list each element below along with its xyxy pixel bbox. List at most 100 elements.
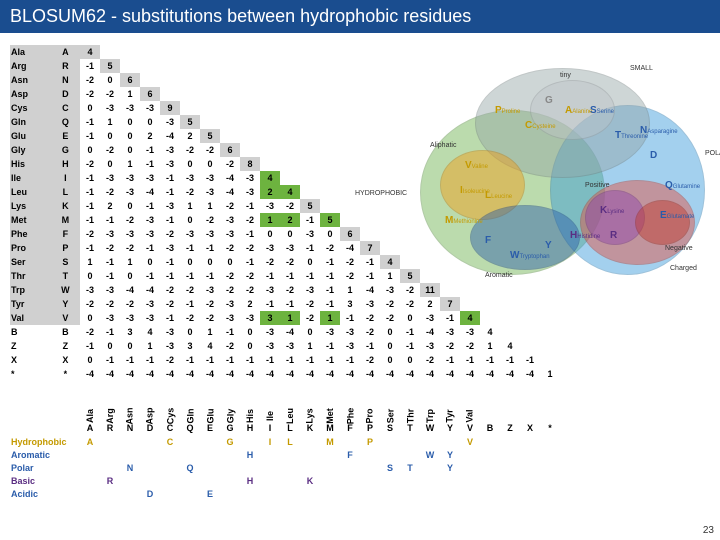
row-name: Asn bbox=[10, 73, 51, 87]
matrix-cell: -4 bbox=[380, 367, 400, 381]
venn-circle-negative bbox=[635, 200, 690, 245]
matrix-cell: -2 bbox=[220, 157, 240, 171]
matrix-cell: -2 bbox=[100, 241, 120, 255]
matrix-cell: 0 bbox=[80, 101, 100, 115]
matrix-cell: -2 bbox=[220, 283, 240, 297]
category-cell: Y bbox=[440, 461, 460, 474]
matrix-cell: -1 bbox=[360, 339, 380, 353]
matrix-cell: -3 bbox=[140, 101, 160, 115]
category-cell bbox=[400, 487, 420, 500]
matrix-cell: -2 bbox=[200, 213, 220, 227]
matrix-cell: 5 bbox=[100, 59, 120, 73]
matrix-cell: -3 bbox=[260, 339, 280, 353]
category-cell bbox=[200, 448, 220, 461]
col-name: Glu bbox=[200, 381, 220, 421]
matrix-cell: -1 bbox=[320, 297, 340, 311]
category-cell: H bbox=[240, 448, 260, 461]
category-cell bbox=[380, 435, 400, 448]
col-name: Arg bbox=[100, 381, 120, 421]
category-cell bbox=[420, 461, 440, 474]
category-cell bbox=[200, 461, 220, 474]
matrix-cell: 1 bbox=[200, 325, 220, 339]
matrix-cell: -2 bbox=[160, 353, 180, 367]
matrix-cell: -2 bbox=[460, 339, 480, 353]
row-code: A bbox=[51, 45, 80, 59]
row-code: G bbox=[51, 143, 80, 157]
category-cell: G bbox=[220, 435, 240, 448]
matrix-cell: 2 bbox=[240, 297, 260, 311]
matrix-cell: 2 bbox=[260, 185, 280, 199]
matrix-cell: -1 bbox=[160, 255, 180, 269]
category-cell: Q bbox=[180, 461, 200, 474]
matrix-cell: -3 bbox=[160, 157, 180, 171]
category-cell bbox=[320, 461, 340, 474]
matrix-cell: -4 bbox=[280, 367, 300, 381]
row-code: P bbox=[51, 241, 80, 255]
category-cell bbox=[520, 435, 540, 448]
matrix-cell: -4 bbox=[120, 283, 140, 297]
matrix-cell: 0 bbox=[180, 325, 200, 339]
matrix-cell: -4 bbox=[140, 367, 160, 381]
row-name: Pro bbox=[10, 241, 51, 255]
category-cell bbox=[220, 474, 240, 487]
matrix-cell: -4 bbox=[300, 367, 320, 381]
category-cell bbox=[120, 448, 140, 461]
col-name: Ser bbox=[380, 381, 400, 421]
matrix-cell: -1 bbox=[180, 353, 200, 367]
col-code: W bbox=[420, 421, 440, 435]
category-cell bbox=[200, 435, 220, 448]
category-cell bbox=[280, 487, 300, 500]
category-cell bbox=[460, 448, 480, 461]
matrix-cell: -3 bbox=[120, 101, 140, 115]
matrix-cell: -1 bbox=[80, 241, 100, 255]
matrix-cell: -2 bbox=[100, 185, 120, 199]
matrix-cell: -2 bbox=[400, 297, 420, 311]
category-cell bbox=[180, 448, 200, 461]
matrix-cell: -4 bbox=[80, 367, 100, 381]
matrix-cell: -4 bbox=[360, 367, 380, 381]
row-code: T bbox=[51, 269, 80, 283]
category-cell bbox=[120, 474, 140, 487]
col-code: B bbox=[480, 421, 500, 435]
category-cell bbox=[340, 461, 360, 474]
matrix-cell: -1 bbox=[220, 353, 240, 367]
category-cell bbox=[140, 461, 160, 474]
matrix-cell: -2 bbox=[220, 199, 240, 213]
category-cell bbox=[360, 474, 380, 487]
matrix-cell: -2 bbox=[80, 227, 100, 241]
matrix-cell: 1 bbox=[120, 87, 140, 101]
matrix-cell: -2 bbox=[200, 297, 220, 311]
col-name: Val bbox=[460, 381, 480, 421]
matrix-cell: -2 bbox=[240, 213, 260, 227]
matrix-cell: -2 bbox=[260, 255, 280, 269]
category-cell bbox=[440, 435, 460, 448]
matrix-cell: -1 bbox=[300, 213, 320, 227]
matrix-cell: 1 bbox=[280, 311, 300, 325]
matrix-cell: 0 bbox=[100, 339, 120, 353]
category-cell bbox=[460, 474, 480, 487]
matrix-cell: 0 bbox=[80, 353, 100, 367]
matrix-cell: 0 bbox=[380, 339, 400, 353]
matrix-cell: -1 bbox=[100, 213, 120, 227]
matrix-cell: -1 bbox=[160, 171, 180, 185]
matrix-cell: -4 bbox=[160, 129, 180, 143]
matrix-cell: -1 bbox=[140, 353, 160, 367]
matrix-cell: 0 bbox=[280, 227, 300, 241]
matrix-cell: -3 bbox=[160, 325, 180, 339]
matrix-cell: -1 bbox=[400, 339, 420, 353]
matrix-cell: 1 bbox=[100, 115, 120, 129]
matrix-cell: -3 bbox=[220, 227, 240, 241]
category-cell bbox=[160, 487, 180, 500]
col-name: Asn bbox=[120, 381, 140, 421]
matrix-cell: 1 bbox=[80, 255, 100, 269]
category-label: Basic bbox=[10, 474, 80, 487]
matrix-cell: -2 bbox=[240, 241, 260, 255]
matrix-cell: 4 bbox=[260, 171, 280, 185]
matrix-cell: -2 bbox=[80, 73, 100, 87]
col-name: Thr bbox=[400, 381, 420, 421]
matrix-cell: -2 bbox=[80, 87, 100, 101]
col-code: V bbox=[460, 421, 480, 435]
matrix-cell: -1 bbox=[280, 269, 300, 283]
category-cell bbox=[80, 487, 100, 500]
matrix-cell: -1 bbox=[280, 297, 300, 311]
